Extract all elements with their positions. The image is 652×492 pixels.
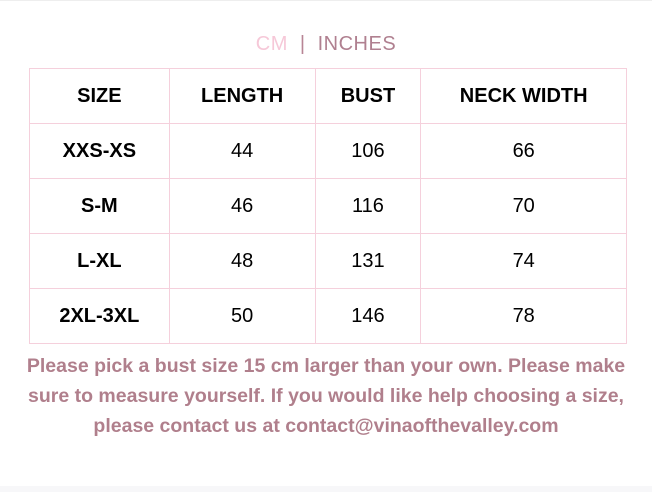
cell-neck-width: 70 <box>420 178 627 234</box>
header-neck-width: NECK WIDTH <box>420 68 627 124</box>
size-chart-table: SIZE LENGTH BUST NECK WIDTH XXS-XS 44 10… <box>29 68 627 344</box>
unit-separator: | <box>299 33 306 55</box>
cell-size: 2XL-3XL <box>29 288 170 344</box>
unit-toggle: CM | INCHES <box>0 33 652 56</box>
cell-size: S-M <box>29 178 170 234</box>
cell-length: 50 <box>168 288 316 344</box>
cell-size: L-XL <box>29 233 170 289</box>
cell-bust: 106 <box>314 123 422 179</box>
table-row: 2XL-3XL 50 146 78 <box>29 288 627 344</box>
cell-length: 44 <box>168 123 316 179</box>
cell-length: 46 <box>168 178 316 234</box>
table-header-row: SIZE LENGTH BUST NECK WIDTH <box>29 68 627 124</box>
table-row: S-M 46 116 70 <box>29 178 627 234</box>
table-row: L-XL 48 131 74 <box>29 233 627 289</box>
sizing-note: Please pick a bust size 15 cm larger tha… <box>26 355 626 437</box>
cell-bust: 146 <box>314 288 422 344</box>
cell-size: XXS-XS <box>29 123 170 179</box>
unit-inches-button[interactable]: INCHES <box>317 33 397 55</box>
cell-neck-width: 66 <box>420 123 627 179</box>
cell-bust: 131 <box>314 233 422 289</box>
header-size: SIZE <box>29 68 170 124</box>
cell-length: 48 <box>168 233 316 289</box>
top-divider <box>0 0 652 1</box>
table-row: XXS-XS 44 106 66 <box>29 123 627 179</box>
cell-neck-width: 78 <box>420 288 627 344</box>
cell-neck-width: 74 <box>420 233 627 289</box>
unit-cm-button[interactable]: CM <box>255 33 288 55</box>
cell-bust: 116 <box>314 178 422 234</box>
footer-band <box>0 486 652 492</box>
header-bust: BUST <box>314 68 422 124</box>
header-length: LENGTH <box>168 68 316 124</box>
